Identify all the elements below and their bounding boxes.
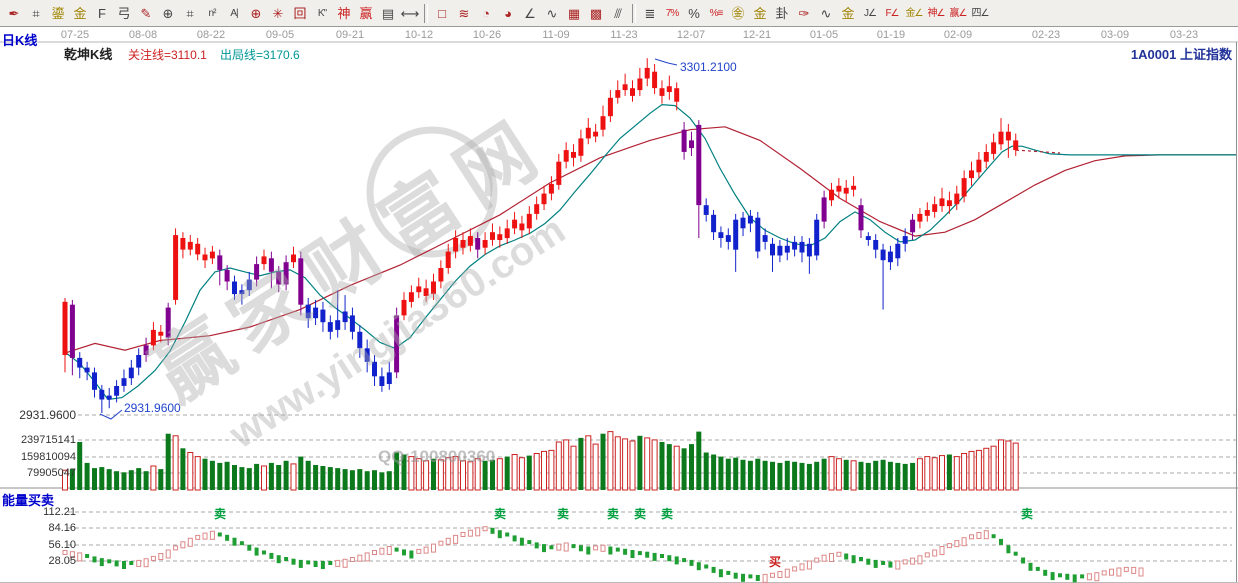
tool-channel-icon[interactable]: ⫻ xyxy=(614,5,622,21)
tool-spiral-icon[interactable]: 回 xyxy=(293,5,307,21)
tool-star-icon[interactable]: ✳ xyxy=(272,5,284,21)
tool-coil-icon[interactable]: 弓 xyxy=(117,5,131,21)
date-tick: 10-26 xyxy=(472,29,502,41)
tool-f-angle-icon[interactable]: F∠ xyxy=(885,7,899,19)
buy-signal-marker: 买 xyxy=(768,555,781,569)
date-tick: 01-19 xyxy=(876,29,906,41)
overlay-name-label: 乾坤K线 xyxy=(64,47,113,62)
toolbar-separator xyxy=(632,3,636,23)
volume-axis-label: 239715141 xyxy=(20,434,76,446)
tool-f-grid-icon[interactable]: F xyxy=(98,5,106,21)
low-annotation: 2931.9600 xyxy=(124,401,181,415)
indicator-axis-label: 28.05 xyxy=(48,555,76,567)
tool-percent-icon[interactable]: % xyxy=(688,5,700,21)
tool-shen-angle-icon[interactable]: 神∠ xyxy=(927,7,946,19)
tool-k-prime-icon[interactable]: K" xyxy=(317,7,327,19)
tool-gold-circle-icon[interactable]: ㊎ xyxy=(731,5,745,21)
sell-signal-marker: 卖 xyxy=(660,507,673,521)
tool-gold-angle-icon[interactable]: 金∠ xyxy=(905,7,924,19)
date-tick: 09-21 xyxy=(335,29,365,41)
tool-si-angle-icon[interactable]: 四∠ xyxy=(971,7,990,19)
tool-rays-icon[interactable]: ≋ xyxy=(458,5,470,21)
date-tick: 01-05 xyxy=(809,29,839,41)
tool-percent-7-icon[interactable]: 7% xyxy=(665,7,679,19)
indicator-axis-label: 84.16 xyxy=(48,522,76,534)
tool-brush-icon[interactable]: ✒ xyxy=(8,5,20,21)
attention-line-label: 关注线=3110.1 xyxy=(128,48,207,62)
symbol-label: 1A0001 上证指数 xyxy=(1130,47,1232,62)
indicator-axis-label: 56.10 xyxy=(48,539,76,551)
sell-signal-marker: 卖 xyxy=(213,507,226,521)
date-tick: 03-23 xyxy=(1169,29,1199,41)
tool-angle-lines-icon[interactable]: ∠ xyxy=(524,5,536,21)
exit-line-label: 出局线=3170.6 xyxy=(220,48,300,62)
toolbar: ✒ ⌗ 鎏金 F 弓 ✎ ⊕ ⌗ n² A| ⊕ ✳ 回 K" 神赢 ▤ ⟷ □ ≋ ◔ ◕ ∠ ∿ ▦ ▩ ⫻ ≣ 7%% %≡ ㊎金卦… xyxy=(0,0,1238,27)
date-tick: 12-21 xyxy=(742,29,772,41)
date-tick: 11-23 xyxy=(610,29,638,41)
tool-hash-icon[interactable]: ⌗ xyxy=(186,5,194,21)
toolbar-separator xyxy=(424,3,428,23)
tool-ying-angle-icon[interactable]: 赢∠ xyxy=(949,7,968,19)
tool-gold-liu-icon[interactable]: 鎏 xyxy=(51,5,65,21)
tool-n-squared-icon[interactable]: n² xyxy=(208,7,217,19)
tool-wave-icon[interactable]: ∿ xyxy=(820,5,832,21)
date-tick: 02-23 xyxy=(1031,29,1061,41)
tool-grid-icon[interactable]: ⌗ xyxy=(32,5,40,21)
date-tick: 07-25 xyxy=(60,29,90,41)
tool-target-icon[interactable]: ⊕ xyxy=(162,5,174,21)
tool-frame-icon[interactable]: □ xyxy=(438,5,446,21)
date-tick: 08-08 xyxy=(128,29,158,41)
period-label[interactable]: 日K线 xyxy=(2,33,38,48)
price-axis-label: 2931.9600 xyxy=(19,408,76,422)
tool-gold-lines-icon[interactable]: 金 xyxy=(753,5,767,21)
date-tick: 12-07 xyxy=(676,29,706,41)
date-tick: 03-09 xyxy=(1100,29,1130,41)
volume-axis-label: 159810094 xyxy=(20,451,76,463)
sell-signal-marker: 卖 xyxy=(493,507,506,521)
sell-signal-marker: 卖 xyxy=(556,507,569,521)
date-tick: 02-09 xyxy=(943,29,973,41)
tool-fan-2-icon[interactable]: ◕ xyxy=(504,5,512,21)
tool-ying-icon[interactable]: 赢 xyxy=(359,5,373,21)
date-tick: 10-12 xyxy=(404,29,434,41)
tool-j-angle-icon[interactable]: J∠ xyxy=(864,7,877,19)
tool-gann-grid-2-icon[interactable]: ▩ xyxy=(589,5,603,21)
tool-h-span-icon[interactable]: ⟷ xyxy=(400,5,420,21)
date-tick: 09-05 xyxy=(265,29,295,41)
tool-ruler-icon[interactable]: ▤ xyxy=(381,5,395,21)
tool-gold-icon[interactable]: 金 xyxy=(73,5,87,21)
tool-gold-underline-icon[interactable]: 金 xyxy=(841,5,855,21)
sell-signal-marker: 卖 xyxy=(633,507,646,521)
tool-brush-2-icon[interactable]: ✑ xyxy=(798,5,810,21)
tool-shen-icon[interactable]: 神 xyxy=(337,5,351,21)
tool-target-red-icon[interactable]: ⊕ xyxy=(250,5,262,21)
sell-signal-marker: 卖 xyxy=(1020,507,1033,521)
date-tick: 08-22 xyxy=(196,29,226,41)
tool-fan-icon[interactable]: ◔ xyxy=(482,5,490,21)
indicator-title[interactable]: 能量买卖 xyxy=(2,493,55,508)
sell-signal-marker: 卖 xyxy=(606,507,619,521)
tool-pen-icon[interactable]: ✎ xyxy=(140,5,152,21)
tool-percent-lines-icon[interactable]: %≡ xyxy=(709,7,724,19)
indicator-axis-label: 112.21 xyxy=(43,506,76,518)
peak-annotation: 3301.2100 xyxy=(680,60,737,74)
tool-zigzag-icon[interactable]: ∿ xyxy=(546,5,558,21)
date-tick: 11-09 xyxy=(542,29,570,41)
tool-levels-icon[interactable]: ≣ xyxy=(644,5,656,21)
volume-axis-label: 79905047 xyxy=(27,467,76,479)
tool-divine-icon[interactable]: 卦 xyxy=(775,5,789,21)
tool-gann-grid-icon[interactable]: ▦ xyxy=(567,5,581,21)
tool-angle-a-icon[interactable]: A| xyxy=(230,7,238,19)
